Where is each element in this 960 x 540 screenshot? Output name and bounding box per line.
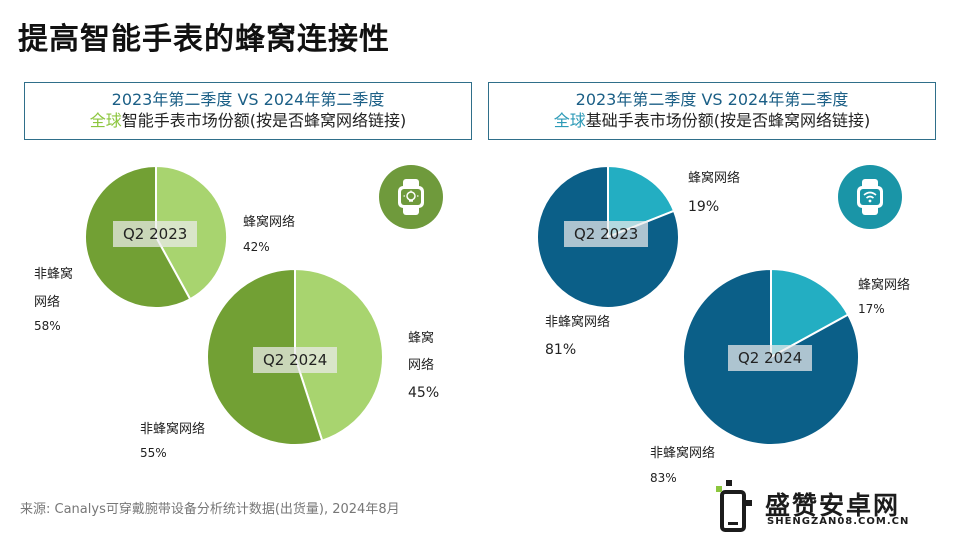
pct-cellular: 45% [408, 385, 440, 401]
pct-noncellular: 55% [140, 446, 167, 460]
header-line-1: 2023年第二季度 VS 2024年第二季度 [111, 90, 385, 109]
header-line-1: 2023年第二季度 VS 2024年第二季度 [575, 90, 849, 109]
header-rest: 基础手表市场份额(按是否蜂窝网络链接) [585, 111, 871, 130]
pct-cellular: 42% [243, 240, 270, 254]
label-noncellular-line2: 网络 [34, 295, 61, 310]
header-highlight: 全球 [89, 111, 122, 130]
pct-noncellular: 58% [34, 319, 61, 333]
header-line-2: 全球基础手表市场份额(按是否蜂窝网络链接) [489, 110, 935, 132]
pie-label-q2-2024: Q2 2024 [728, 345, 813, 371]
basic-2024-slice-cellular [770, 267, 850, 359]
label-cellular: 蜂窝网络 [688, 171, 741, 186]
pie-label-q2-2023: Q2 2023 [113, 221, 198, 247]
smart-2024-slice-cellular [294, 267, 384, 442]
header-rest: 智能手表市场份额(按是否蜂窝网络链接) [121, 111, 407, 130]
watermark-name: 盛赞安卓网 [765, 491, 901, 520]
label-cellular-line2: 网络 [408, 358, 435, 373]
pct-cellular: 19% [688, 199, 720, 215]
header-line-2: 全球智能手表市场份额(按是否蜂窝网络链接) [25, 110, 471, 132]
label-cellular: 蜂窝网络 [243, 215, 296, 230]
pct-noncellular: 81% [545, 342, 577, 358]
basic-2023-slice-cellular [607, 164, 676, 239]
header-highlight: 全球 [553, 111, 586, 130]
label-cellular: 蜂窝网络 [858, 278, 911, 293]
pie-label-q2-2024: Q2 2024 [253, 347, 338, 373]
watermark-url: SHENGZAN08.COM.CN [767, 516, 910, 527]
basicwatch-panel-header: 2023年第二季度 VS 2024年第二季度 全球基础手表市场份额(按是否蜂窝网… [488, 82, 936, 140]
page-title: 提高智能手表的蜂窝连接性 [18, 22, 390, 57]
smartwatch-panel-header: 2023年第二季度 VS 2024年第二季度 全球智能手表市场份额(按是否蜂窝网… [24, 82, 472, 140]
label-cellular-line1: 蜂窝 [408, 331, 435, 346]
pie-label-q2-2023: Q2 2023 [564, 221, 649, 247]
phone-logo-icon [714, 478, 758, 536]
pct-cellular: 17% [858, 302, 885, 316]
pct-noncellular: 83% [650, 471, 677, 485]
smartwatch-bulb-icon [379, 165, 443, 229]
smartwatch-wifi-icon [838, 165, 902, 229]
label-noncellular: 非蜂窝网络 [545, 315, 611, 330]
label-noncellular-line1: 非蜂窝 [34, 267, 74, 282]
label-noncellular: 非蜂窝网络 [140, 422, 206, 437]
source-note: 来源: Canalys可穿戴腕带设备分析统计数据(出货量), 2024年8月 [20, 502, 400, 517]
label-noncellular: 非蜂窝网络 [650, 446, 716, 461]
